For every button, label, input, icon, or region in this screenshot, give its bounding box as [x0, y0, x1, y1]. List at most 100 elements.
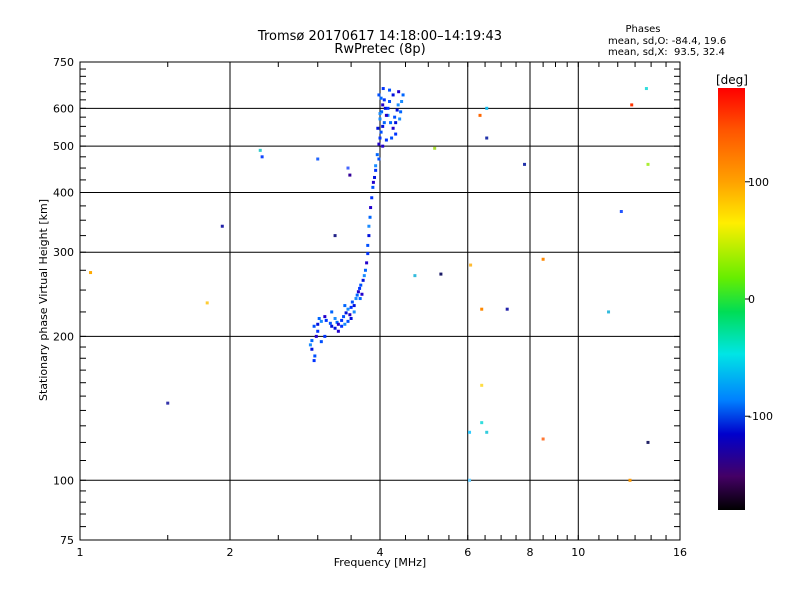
data-point [399, 110, 403, 114]
data-point [485, 136, 489, 140]
data-point [380, 110, 384, 114]
data-point [382, 98, 386, 102]
colorbar-label: [deg] [716, 73, 748, 87]
data-point [393, 115, 397, 119]
data-point [316, 329, 320, 333]
data-point [205, 301, 209, 305]
colorbar-ticks: 100 0 -100 [745, 176, 773, 423]
data-point [378, 117, 382, 121]
y-tick-label: 300 [53, 246, 74, 259]
data-point [333, 316, 337, 320]
chart-subtitle: RwPretec (8p) [334, 42, 425, 57]
chart-title: Tromsø 20170617 14:18:00–14:19:43 [257, 29, 502, 44]
data-points [89, 87, 650, 482]
data-point [413, 274, 417, 278]
data-point [373, 175, 377, 179]
data-point [395, 108, 399, 112]
data-point [312, 324, 316, 328]
data-point [89, 271, 93, 275]
data-point [308, 343, 312, 347]
data-point [381, 124, 385, 128]
data-point [316, 157, 320, 161]
data-point [349, 305, 353, 309]
data-point [352, 310, 356, 314]
x-tick-labels: 1 2 4 6 8 10 16 [77, 546, 688, 559]
data-point [389, 121, 393, 125]
data-point [381, 87, 385, 91]
data-point [401, 93, 405, 97]
data-point [628, 478, 632, 482]
axis-ticks [79, 61, 681, 541]
data-point [356, 290, 360, 294]
data-point [374, 164, 378, 168]
data-point [480, 307, 484, 311]
data-point [319, 340, 323, 344]
data-point [368, 215, 372, 219]
data-point [340, 324, 344, 328]
data-point [478, 113, 482, 117]
data-point [397, 90, 401, 94]
data-point [348, 313, 352, 317]
data-point [391, 93, 395, 97]
x-tick-label: 2 [227, 546, 234, 559]
data-point [333, 326, 337, 330]
x-axis-label: Frequency [MHz] [334, 556, 426, 569]
x-tick-label: 4 [377, 546, 384, 559]
data-point [644, 87, 648, 91]
grid-lines [80, 62, 680, 540]
y-axis-label: Stationary phase Virtual Height [km] [37, 199, 50, 401]
data-point [390, 136, 394, 140]
data-point [349, 316, 353, 320]
data-point [374, 168, 378, 172]
data-point [382, 121, 386, 125]
data-point [541, 257, 545, 261]
data-point [480, 383, 484, 387]
data-point [310, 339, 314, 343]
data-point [310, 347, 314, 351]
data-point [355, 293, 359, 297]
data-point [352, 304, 356, 308]
y-tick-label: 600 [53, 102, 74, 115]
legend-o-stats: mean, sd,O: -84.4, 19.6 [608, 36, 726, 47]
data-point [340, 318, 344, 322]
data-point [377, 93, 381, 97]
data-point [330, 324, 334, 328]
data-point [379, 130, 383, 134]
data-point [433, 146, 437, 150]
y-tick-label: 400 [53, 186, 74, 199]
data-point [377, 142, 381, 146]
data-point [371, 185, 375, 189]
data-point [376, 126, 380, 130]
data-point [367, 224, 371, 228]
data-point [348, 173, 352, 177]
x-tick-label: 8 [527, 546, 534, 559]
data-point [330, 310, 334, 314]
colorbar [718, 88, 745, 510]
data-point [381, 144, 385, 148]
data-point [439, 272, 443, 276]
data-point [323, 315, 327, 319]
data-point [324, 318, 328, 322]
data-point [366, 252, 370, 256]
data-point [400, 100, 404, 104]
data-point [381, 103, 385, 107]
data-point [344, 311, 348, 315]
data-point [328, 321, 332, 325]
data-point [468, 430, 472, 434]
data-point [358, 286, 362, 290]
y-tick-label: 200 [53, 330, 74, 343]
x-tick-label: 10 [571, 546, 585, 559]
y-tick-label: 750 [53, 56, 74, 69]
data-point [359, 283, 363, 287]
data-point [394, 121, 398, 125]
data-point [346, 166, 350, 170]
data-point [378, 112, 382, 116]
data-point [388, 88, 392, 92]
data-point [384, 138, 388, 142]
data-point [391, 126, 395, 130]
data-point [166, 401, 170, 405]
data-point [343, 322, 347, 326]
colorbar-tick-label: -100 [748, 410, 773, 423]
data-point [343, 304, 347, 308]
data-point [260, 155, 264, 159]
